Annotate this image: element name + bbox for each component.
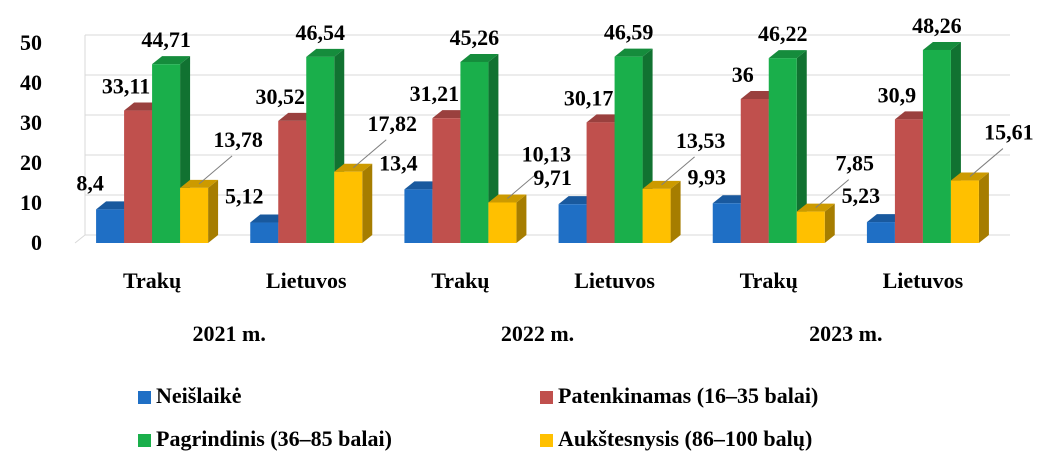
bar <box>740 99 769 243</box>
bar <box>404 189 433 243</box>
bar <box>460 61 489 244</box>
data-label: 48,26 <box>912 13 962 38</box>
bar <box>558 204 587 243</box>
bar-top <box>460 53 499 62</box>
bar <box>180 187 209 243</box>
bar <box>96 209 125 243</box>
data-label: 46,59 <box>604 20 654 45</box>
bar <box>614 56 643 243</box>
bar <box>796 211 825 243</box>
y-tick-label: 20 <box>20 150 42 175</box>
data-label: 15,61 <box>984 120 1034 145</box>
y-tick-label: 0 <box>31 230 42 255</box>
y-tick-label: 50 <box>20 30 42 55</box>
legend-label: Patenkinamas (16–35 balai) <box>558 383 818 408</box>
x-tick-label: Lietuvos <box>883 268 964 293</box>
data-label: 5,12 <box>225 184 264 209</box>
bar-side <box>796 50 807 244</box>
bar-top <box>614 48 653 57</box>
legend-marker <box>540 434 553 447</box>
data-label: 44,71 <box>141 27 191 52</box>
legend-marker <box>138 434 151 447</box>
axis-wall <box>74 234 86 244</box>
x-tick-label: Trakų <box>123 268 181 293</box>
bar-side <box>362 163 373 243</box>
group-label: 2023 m. <box>809 321 882 346</box>
data-label: 8,4 <box>76 170 104 195</box>
bar-top <box>152 56 191 65</box>
bar <box>124 110 153 243</box>
bar <box>152 64 181 243</box>
data-label: 30,17 <box>564 85 614 110</box>
data-label: 33,11 <box>102 74 150 99</box>
legend-label: Pagrindinis (36–85 balai) <box>156 426 392 451</box>
bar <box>642 188 671 243</box>
data-label: 30,52 <box>256 84 306 109</box>
bar-side <box>670 180 681 243</box>
bar-side <box>516 194 527 243</box>
leader-line <box>507 170 541 199</box>
y-tick-label: 40 <box>20 70 42 95</box>
bar-top <box>768 50 807 59</box>
bar-top <box>306 48 345 57</box>
group-label: 2022 m. <box>501 321 574 346</box>
leader-line <box>661 156 695 186</box>
x-tick-label: Trakų <box>431 268 489 293</box>
bar-side <box>208 179 219 243</box>
data-label: 31,21 <box>410 81 460 106</box>
y-tick-label: 30 <box>20 110 42 135</box>
legend-label: Aukštesnysis (86–100 balų) <box>558 426 812 451</box>
bar <box>278 120 307 243</box>
data-label: 45,26 <box>450 25 500 50</box>
data-label: 13,4 <box>379 150 418 175</box>
bar-top <box>922 41 961 50</box>
data-label: 46,22 <box>758 21 808 46</box>
data-label: 36 <box>732 62 754 87</box>
bar-side <box>824 203 835 243</box>
data-label: 13,53 <box>676 128 726 153</box>
data-label: 7,85 <box>836 151 875 176</box>
bar <box>866 222 895 243</box>
data-label: 9,93 <box>688 164 727 189</box>
bar <box>950 180 979 243</box>
x-tick-label: Lietuvos <box>266 268 347 293</box>
group-label: 2021 m. <box>193 321 266 346</box>
leader-line <box>969 148 1004 177</box>
bar <box>488 202 517 243</box>
bar <box>894 119 923 243</box>
bar <box>922 49 951 244</box>
data-label: 5,23 <box>842 183 881 208</box>
bar-side <box>488 53 499 244</box>
y-tick-label: 10 <box>20 190 42 215</box>
bar-side <box>978 172 989 243</box>
data-label: 46,54 <box>296 20 346 45</box>
bar <box>306 56 335 244</box>
legend-label: Neišlaikė <box>156 383 242 408</box>
data-label: 10,13 <box>522 142 572 167</box>
bar <box>586 122 615 243</box>
data-label: 30,9 <box>878 82 917 107</box>
bar <box>250 222 279 243</box>
data-label: 9,71 <box>533 165 572 190</box>
leader-line <box>352 139 387 169</box>
bar <box>712 203 741 243</box>
x-tick-label: Trakų <box>740 268 798 293</box>
legend-marker <box>540 391 553 404</box>
bar <box>768 58 797 244</box>
data-label: 13,78 <box>213 127 263 152</box>
legend-marker <box>138 391 151 404</box>
data-label: 17,82 <box>368 111 418 136</box>
bar <box>334 171 363 243</box>
leader-line <box>815 179 850 208</box>
x-tick-label: Lietuvos <box>574 268 655 293</box>
leader-line <box>198 155 233 185</box>
bar <box>432 118 461 243</box>
